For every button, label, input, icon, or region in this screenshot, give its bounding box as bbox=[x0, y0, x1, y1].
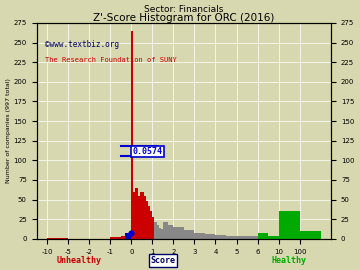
Bar bbox=[157, 225, 159, 239]
Bar bbox=[257, 232, 268, 239]
Bar bbox=[205, 234, 216, 239]
Text: Score: Score bbox=[150, 256, 175, 265]
Bar bbox=[146, 201, 148, 239]
Bar bbox=[237, 237, 257, 239]
Bar bbox=[131, 31, 133, 239]
Bar bbox=[161, 230, 163, 239]
Bar bbox=[138, 196, 140, 239]
Bar bbox=[150, 211, 152, 239]
Bar bbox=[174, 227, 184, 239]
Bar bbox=[125, 232, 131, 239]
Bar bbox=[121, 238, 131, 239]
Bar bbox=[135, 188, 138, 239]
Bar bbox=[121, 236, 142, 239]
Bar bbox=[216, 235, 226, 239]
Text: Sector: Financials: Sector: Financials bbox=[144, 5, 224, 14]
Bar bbox=[133, 192, 135, 239]
Bar bbox=[226, 236, 237, 239]
Text: The Research Foundation of SUNY: The Research Foundation of SUNY bbox=[45, 58, 177, 63]
Title: Z'-Score Histogram for ORC (2016): Z'-Score Histogram for ORC (2016) bbox=[93, 13, 275, 23]
Bar bbox=[140, 192, 142, 239]
Bar bbox=[142, 192, 144, 239]
Bar bbox=[168, 225, 174, 239]
Bar bbox=[279, 211, 300, 239]
Text: Unhealthy: Unhealthy bbox=[56, 256, 101, 265]
Text: 0.0574: 0.0574 bbox=[132, 147, 162, 156]
Y-axis label: Number of companies (997 total): Number of companies (997 total) bbox=[5, 78, 10, 183]
Bar bbox=[184, 230, 194, 239]
Bar bbox=[152, 217, 154, 239]
Bar bbox=[144, 196, 146, 239]
Text: ©www.textbiz.org: ©www.textbiz.org bbox=[45, 40, 120, 49]
Bar bbox=[159, 228, 161, 239]
Bar bbox=[110, 237, 121, 239]
Bar bbox=[268, 236, 279, 239]
Bar bbox=[300, 231, 321, 239]
Bar bbox=[154, 222, 157, 239]
Bar bbox=[194, 232, 205, 239]
Bar bbox=[163, 222, 168, 239]
Bar bbox=[142, 237, 152, 239]
Bar bbox=[47, 238, 68, 239]
Text: Healthy: Healthy bbox=[272, 256, 307, 265]
Bar bbox=[148, 206, 150, 239]
